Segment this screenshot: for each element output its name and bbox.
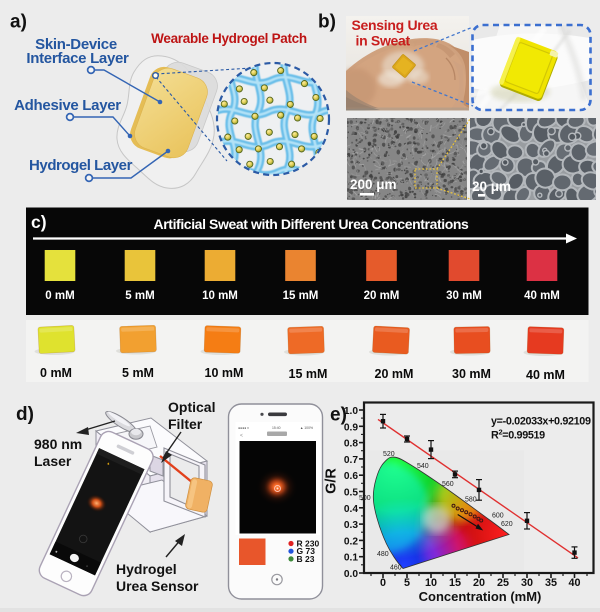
svg-text:15:40: 15:40 xyxy=(272,426,281,430)
svg-text:40 mM: 40 mM xyxy=(524,290,560,302)
svg-text:G 73: G 73 xyxy=(297,546,316,556)
svg-text:Hydrogel: Hydrogel xyxy=(116,561,177,577)
svg-text:Interface Layer: Interface Layer xyxy=(26,50,129,67)
svg-text:■: ■ xyxy=(55,550,59,554)
svg-text:Sensing Urea: Sensing Urea xyxy=(352,17,438,33)
svg-text:Urea Sensor: Urea Sensor xyxy=(116,578,199,594)
svg-text:40 mM: 40 mM xyxy=(526,368,565,382)
svg-text:10 mM: 10 mM xyxy=(202,290,238,302)
svg-text:0.7: 0.7 xyxy=(344,455,358,466)
svg-text:35: 35 xyxy=(545,577,557,589)
svg-text:▲: ▲ xyxy=(106,460,112,466)
svg-text:1.0: 1.0 xyxy=(344,406,358,417)
svg-text:30 mM: 30 mM xyxy=(452,367,491,381)
svg-text:10: 10 xyxy=(425,577,437,589)
svg-text:Wearable Hydrogel Patch: Wearable Hydrogel Patch xyxy=(151,31,307,46)
svg-text:Concentration (mM): Concentration (mM) xyxy=(419,589,542,604)
svg-text:30: 30 xyxy=(521,577,533,589)
svg-text:40: 40 xyxy=(568,577,580,589)
svg-text:0.1: 0.1 xyxy=(344,553,358,564)
svg-text:0.4: 0.4 xyxy=(344,504,358,515)
svg-text:0.6: 0.6 xyxy=(344,471,358,482)
svg-text:0.8: 0.8 xyxy=(344,439,358,450)
svg-text:0.2: 0.2 xyxy=(344,536,358,547)
svg-text:10 mM: 10 mM xyxy=(205,366,244,380)
svg-text:a): a) xyxy=(10,12,27,33)
svg-text:Artificial Sweat with Differen: Artificial Sweat with Different Urea Con… xyxy=(154,216,469,232)
svg-text:<: < xyxy=(240,433,243,439)
svg-text:0.3: 0.3 xyxy=(344,520,358,531)
svg-text:560: 560 xyxy=(442,481,454,488)
svg-text:600: 600 xyxy=(492,513,504,520)
svg-text:15 mM: 15 mM xyxy=(283,290,319,302)
svg-text:0: 0 xyxy=(380,577,386,589)
svg-text:20 μm: 20 μm xyxy=(472,179,511,194)
svg-text:Skin-Device: Skin-Device xyxy=(35,36,117,53)
svg-text:in Sweat: in Sweat xyxy=(356,33,411,49)
svg-text:460: 460 xyxy=(390,565,402,572)
svg-text:580: 580 xyxy=(465,497,477,504)
svg-text:5: 5 xyxy=(404,577,410,589)
svg-text:Filter: Filter xyxy=(168,416,203,432)
svg-text:Hydrogel Layer: Hydrogel Layer xyxy=(29,157,133,174)
svg-text:540: 540 xyxy=(417,463,429,470)
svg-text:0 mM: 0 mM xyxy=(45,290,74,302)
svg-text:620: 620 xyxy=(501,521,513,528)
svg-text:15 mM: 15 mM xyxy=(289,367,328,381)
svg-text:e): e) xyxy=(330,405,347,426)
svg-text:●●●● x: ●●●● x xyxy=(238,426,249,430)
svg-text:0.9: 0.9 xyxy=(344,422,358,433)
svg-text:B 23: B 23 xyxy=(297,554,315,564)
svg-text:30 mM: 30 mM xyxy=(446,290,482,302)
svg-text:480: 480 xyxy=(377,551,389,558)
svg-text:y=-0.02033x+0.92109: y=-0.02033x+0.92109 xyxy=(491,416,591,428)
svg-text:20 mM: 20 mM xyxy=(375,367,414,381)
svg-text:20 mM: 20 mM xyxy=(364,290,400,302)
svg-text:Laser: Laser xyxy=(34,453,72,469)
svg-text:0 mM: 0 mM xyxy=(40,366,72,380)
svg-text:Adhesive Layer: Adhesive Layer xyxy=(14,97,121,114)
svg-text:○: ○ xyxy=(85,564,89,568)
svg-text:c): c) xyxy=(31,212,47,232)
svg-text:5 mM: 5 mM xyxy=(122,366,154,380)
svg-text:G/R: G/R xyxy=(324,468,340,494)
svg-text:R2=0.99519: R2=0.99519 xyxy=(491,427,545,442)
svg-text:25: 25 xyxy=(497,577,509,589)
svg-text:Optical: Optical xyxy=(168,399,215,415)
svg-text:980 nm: 980 nm xyxy=(34,436,82,452)
svg-text:d): d) xyxy=(16,404,34,425)
svg-text:0.0: 0.0 xyxy=(344,569,358,580)
svg-text:▲ 100%: ▲ 100% xyxy=(300,426,313,430)
svg-text:0.5: 0.5 xyxy=(344,488,358,499)
svg-text:5 mM: 5 mM xyxy=(125,290,154,302)
svg-text:R 230: R 230 xyxy=(297,539,320,549)
svg-text:520: 520 xyxy=(383,451,395,458)
svg-text:200 μm: 200 μm xyxy=(350,177,397,192)
svg-text:20: 20 xyxy=(473,577,485,589)
svg-text:b): b) xyxy=(318,12,336,33)
svg-text:15: 15 xyxy=(449,577,461,589)
